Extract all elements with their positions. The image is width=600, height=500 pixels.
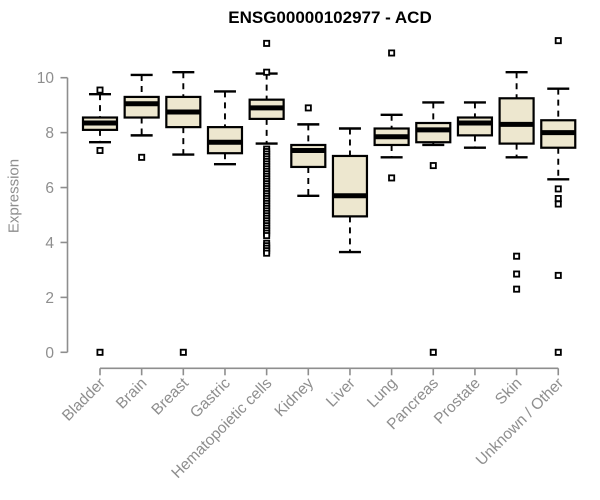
x-category-label: Brain: [113, 375, 151, 413]
box-iqr: [331, 154, 369, 218]
outlier-point: [179, 348, 187, 356]
x-category-label: Kidney: [272, 375, 318, 421]
outlier-point: [263, 39, 271, 47]
outlier-point: [96, 86, 104, 94]
outlier-point: [263, 68, 271, 76]
y-tick-label: 8: [45, 125, 54, 142]
outlier-point: [388, 49, 396, 57]
outlier-point: [429, 348, 437, 356]
x-category-label: Lung: [364, 375, 400, 411]
x-category-label: Prostate: [431, 375, 484, 428]
y-tick-label: 4: [45, 235, 54, 252]
outlier-point: [138, 153, 146, 161]
outlier-point: [554, 348, 562, 356]
y-tick-label: 10: [37, 70, 55, 87]
outlier-point: [96, 348, 104, 356]
outlier-point: [263, 249, 271, 257]
outlier-point: [513, 270, 521, 278]
outlier-point: [554, 271, 562, 279]
outlier-point: [554, 200, 562, 208]
box-iqr: [498, 97, 535, 145]
outlier-point: [554, 37, 562, 45]
outlier-point: [304, 104, 312, 112]
outlier-point: [513, 252, 521, 260]
outlier-point: [513, 285, 521, 293]
x-category-label: Breast: [148, 374, 192, 418]
y-tick-label: 6: [45, 180, 54, 197]
y-tick-label: 0: [45, 345, 54, 362]
outlier-point: [96, 146, 104, 154]
chart-title: ENSG00000102977 - ACD: [228, 8, 432, 27]
x-category-label: Liver: [323, 375, 359, 411]
outlier-point: [554, 195, 562, 203]
outlier-point: [388, 174, 396, 182]
box-iqr: [456, 116, 494, 137]
box-iqr: [123, 95, 160, 119]
x-category-label: Bladder: [59, 375, 109, 425]
outlier-point: [429, 162, 437, 170]
box-iqr: [415, 121, 452, 144]
x-category-label: Skin: [492, 375, 525, 408]
outlier-point: [263, 232, 271, 240]
outlier-point: [554, 185, 562, 193]
y-tick-label: 2: [45, 290, 54, 307]
